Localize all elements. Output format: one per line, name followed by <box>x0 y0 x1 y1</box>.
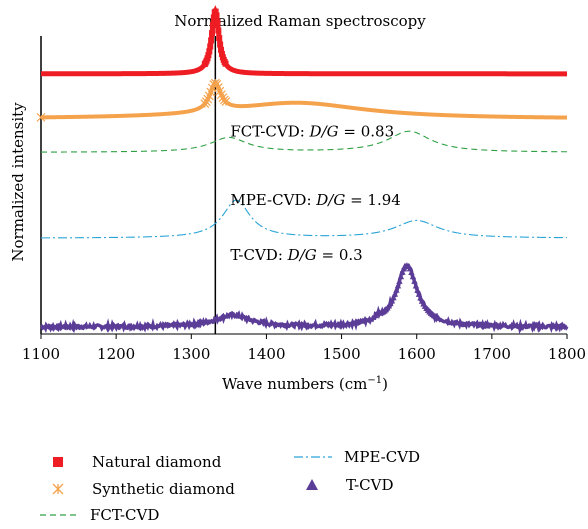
data-point <box>216 35 223 42</box>
data-point <box>394 282 402 289</box>
data-point <box>209 22 216 29</box>
x-tick-label: 1100 <box>22 345 60 363</box>
x-tick-label: 1400 <box>247 345 285 363</box>
data-point <box>390 294 397 301</box>
ratio-annotation: MPE-CVD: D/G = 1.94 <box>230 191 400 209</box>
data-point <box>388 297 396 304</box>
x-axis-label: Wave numbers (cm−1) <box>222 375 388 393</box>
annotation-layer: FCT-CVD: D/G = 0.83 MPE-CVD: D/G = 1.94 T-… <box>230 122 400 264</box>
series-natural-diamond <box>41 5 567 77</box>
data-point <box>399 268 406 275</box>
data-point <box>208 37 215 44</box>
x-tick-label: 1600 <box>398 345 436 363</box>
x-tick-label: 1300 <box>172 345 210 363</box>
data-point <box>393 286 400 293</box>
data-point <box>217 41 224 48</box>
data-point <box>412 282 420 289</box>
legend-swatch <box>53 457 63 467</box>
series-line <box>40 80 568 120</box>
series-line <box>41 199 567 239</box>
data-point <box>397 273 405 280</box>
data-point <box>435 314 442 321</box>
series-line <box>41 5 567 77</box>
series-layer <box>36 5 569 335</box>
data-point <box>409 273 417 280</box>
y-axis-label: Normalized intensity <box>9 102 27 262</box>
legend-swatch <box>306 479 318 490</box>
x-tick-layer: 1100 1200 1300 1400 1500 1600 1700 1800 <box>22 334 586 363</box>
legend-item-mpe-cvd: MPE-CVD <box>294 448 420 466</box>
legend-label: T-CVD <box>346 476 393 494</box>
legend: Natural diamond Synthetic diamond FCT-CVD M… <box>40 448 420 524</box>
x-tick-label: 1700 <box>473 345 511 363</box>
data-point <box>212 8 219 15</box>
data-point <box>209 30 216 37</box>
data-point <box>218 50 225 57</box>
x-tick-label: 1500 <box>322 345 360 363</box>
data-point <box>204 55 211 62</box>
data-point <box>214 19 221 26</box>
data-point <box>411 277 418 284</box>
data-point <box>205 52 212 59</box>
legend-label: Synthetic diamond <box>92 480 235 498</box>
ratio-annotation: T-CVD: D/G = 0.3 <box>230 246 362 264</box>
legend-item-synthetic-diamond: Synthetic diamond <box>52 480 235 498</box>
series-mpe-cvd <box>41 199 567 239</box>
data-point <box>213 12 220 19</box>
legend-item-fct-cvd: FCT-CVD <box>40 506 159 524</box>
data-point <box>391 290 399 297</box>
data-point <box>215 27 222 34</box>
ratio-annotation: FCT-CVD: D/G = 0.83 <box>230 122 394 140</box>
data-point <box>207 43 214 50</box>
data-point <box>218 46 225 53</box>
legend-label: FCT-CVD <box>90 506 159 524</box>
x-tick-label: 1800 <box>548 345 586 363</box>
data-point <box>206 48 213 55</box>
legend-label: MPE-CVD <box>344 448 420 466</box>
legend-item-natural-diamond: Natural diamond <box>53 453 222 471</box>
series-line <box>40 262 569 335</box>
data-point <box>396 277 403 284</box>
data-point <box>203 94 213 104</box>
series-t-cvd <box>40 262 569 335</box>
data-point <box>222 60 229 67</box>
chart-title: Normalized Raman spectroscopy <box>174 12 426 30</box>
data-point <box>36 112 46 122</box>
x-tick-label: 1200 <box>97 345 135 363</box>
legend-swatch <box>52 483 64 495</box>
legend-item-t-cvd: T-CVD <box>306 476 393 494</box>
series-synthetic-diamond <box>36 78 568 122</box>
data-point <box>221 97 231 107</box>
legend-label: Natural diamond <box>92 453 222 471</box>
